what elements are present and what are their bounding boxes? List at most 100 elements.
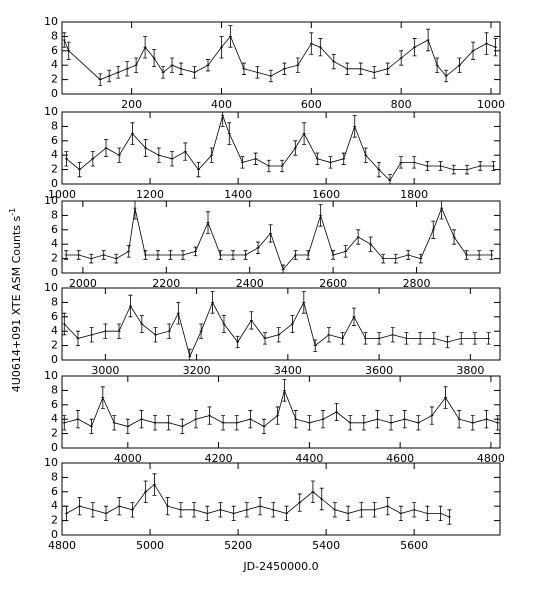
error-bar	[375, 410, 380, 429]
error-bar	[179, 62, 184, 75]
error-bar	[166, 415, 171, 431]
y-axis-label-text: 4U0614+091 XTE ASM Counts s	[10, 216, 23, 393]
error-bar	[170, 151, 175, 167]
x-tick-label: 2200	[152, 277, 180, 290]
x-tick-label: 4400	[295, 452, 323, 465]
y-tick-label: 6	[51, 223, 58, 236]
error-bar	[143, 36, 148, 59]
error-bar	[170, 57, 175, 73]
error-bar	[196, 162, 201, 178]
y-tick-label: 10	[44, 369, 58, 382]
error-bar	[372, 66, 377, 79]
error-bar	[393, 253, 398, 264]
error-bar	[276, 327, 281, 343]
panel: 02 46 810 2000 2200 2400 2600 2800	[44, 194, 501, 290]
error-bar	[484, 410, 489, 429]
plot-area	[62, 379, 500, 434]
y-axis-label-sup: -1	[8, 208, 17, 216]
error-bar	[165, 497, 170, 516]
error-bar	[114, 253, 119, 264]
error-bar	[75, 410, 80, 429]
error-bar	[459, 332, 464, 345]
error-bar	[447, 509, 452, 525]
error-bar	[310, 480, 315, 503]
error-bar	[452, 229, 457, 245]
error-bar	[192, 502, 197, 518]
error-bar	[206, 59, 210, 72]
y-tick-label: 8	[51, 208, 58, 221]
error-bar	[381, 253, 386, 264]
x-tick-label: 1000	[48, 188, 76, 201]
x-tick-label: 600	[301, 98, 322, 111]
y-tick-label: 10	[44, 456, 58, 469]
x-tick-label: 2800	[403, 277, 431, 290]
error-bar	[275, 406, 280, 425]
error-bar	[439, 201, 444, 220]
error-bar	[117, 147, 122, 163]
error-bar	[89, 327, 94, 343]
error-bar	[406, 250, 411, 260]
error-bar	[426, 28, 431, 52]
error-bar	[253, 152, 258, 165]
error-bar	[207, 406, 212, 425]
error-bar	[263, 332, 268, 345]
error-bar	[319, 487, 324, 511]
x-tick-label: 4800	[48, 539, 76, 552]
panel: 02 46 810 200 400 600 800 1000	[44, 15, 505, 111]
y-tick-label: 0	[51, 87, 58, 100]
error-bar	[281, 264, 286, 273]
plot-area	[62, 25, 498, 86]
error-bar	[187, 348, 192, 360]
y-tick-label: 2	[51, 73, 58, 86]
y-tick-label: 2	[51, 339, 58, 352]
x-tick-label: 1200	[136, 188, 164, 201]
error-bar	[268, 69, 273, 83]
panel: 02 46 810 1000 1200 1400 1600 1800	[44, 105, 501, 201]
y-tick-label: 4	[51, 412, 58, 425]
error-bar	[89, 418, 94, 434]
error-bar	[134, 57, 139, 73]
error-bar	[193, 410, 198, 429]
error-bar	[199, 323, 204, 339]
error-bar	[268, 224, 273, 243]
error-bar	[76, 250, 81, 260]
error-bar	[126, 245, 131, 258]
error-bar	[156, 147, 161, 163]
y-tick-label: 8	[51, 295, 58, 308]
error-bar	[248, 410, 253, 429]
error-bar	[284, 505, 289, 521]
x-tick-label: 1400	[224, 188, 252, 201]
error-bar	[332, 502, 337, 518]
x-tick-label: 2600	[319, 277, 347, 290]
x-tick-label: 4600	[386, 452, 414, 465]
error-bar	[435, 57, 440, 73]
y-tick-label: 10	[44, 281, 58, 294]
error-bar	[404, 332, 409, 345]
error-bar	[390, 327, 395, 343]
error-bar	[130, 502, 135, 518]
x-tick-label: 4800	[477, 452, 505, 465]
y-tick-label: 4	[51, 58, 58, 71]
error-bar	[178, 502, 183, 518]
panel-frame	[61, 287, 501, 361]
y-tick-label: 4	[51, 237, 58, 250]
error-bar	[318, 204, 323, 227]
error-bar	[359, 502, 364, 518]
error-bar	[220, 112, 225, 127]
error-bar	[218, 250, 223, 260]
y-tick-label: 4	[51, 499, 58, 512]
error-bar	[293, 410, 298, 429]
error-bar	[64, 505, 69, 521]
error-bar	[104, 505, 109, 521]
error-bar	[218, 502, 223, 518]
error-bar	[361, 415, 366, 431]
error-bar	[90, 502, 95, 518]
error-bar	[368, 236, 373, 252]
x-tick-label: 3200	[183, 364, 211, 377]
error-bar	[180, 250, 185, 260]
error-bar	[457, 410, 462, 429]
error-bar	[139, 314, 144, 334]
error-bar	[155, 250, 160, 260]
error-bar	[295, 57, 300, 73]
